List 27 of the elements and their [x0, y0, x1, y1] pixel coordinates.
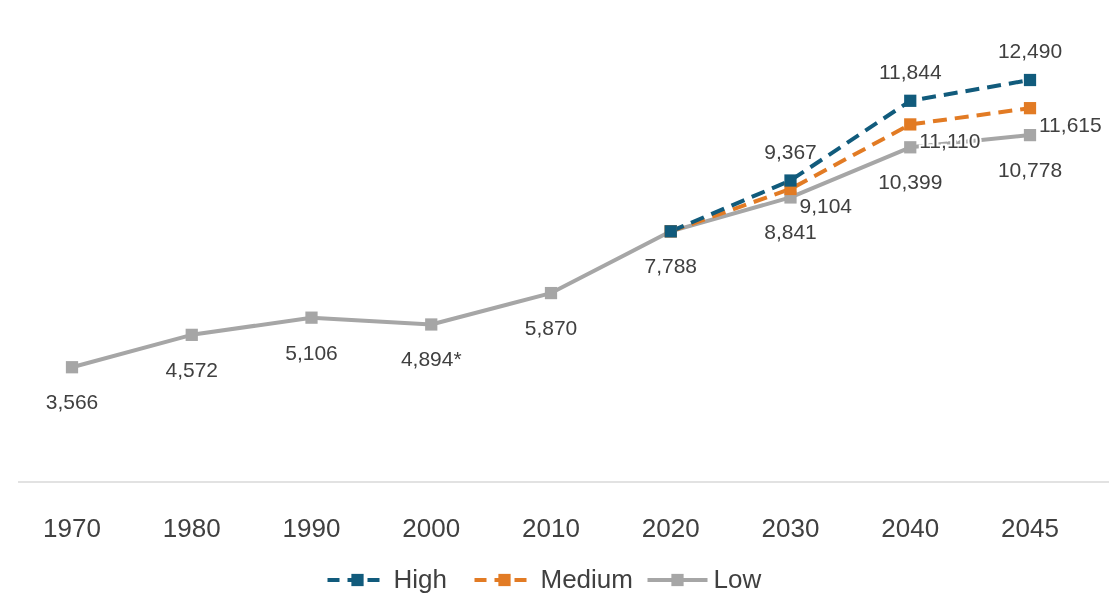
- x-tick-label: 2040: [881, 513, 940, 543]
- legend-label: Low: [713, 564, 762, 594]
- x-tick-label: 1980: [162, 513, 221, 543]
- data-label: 9,104: [799, 193, 853, 217]
- data-label: 9,367: [764, 139, 817, 163]
- data-label: 4,894*: [400, 347, 462, 371]
- data-label: 11,844: [878, 59, 942, 83]
- data-label: 11,615: [1039, 113, 1102, 137]
- x-tick-label: 2045: [1001, 513, 1059, 543]
- x-tick-label: 2010: [522, 513, 580, 543]
- x-tick-label: 1970: [43, 513, 101, 543]
- data-label: 8,841: [764, 220, 817, 244]
- data-label: 3,566: [45, 390, 99, 414]
- data-label: 5,106: [285, 340, 338, 364]
- legend-label: High: [393, 564, 447, 594]
- x-tick-label: 2030: [761, 513, 820, 543]
- data-label: 12,490: [997, 39, 1063, 62]
- x-tick-label: 2000: [402, 513, 461, 543]
- x-tick-label: 1990: [282, 513, 341, 543]
- data-label: 10,778: [997, 158, 1063, 182]
- data-label: 5,870: [524, 316, 578, 340]
- data-label: 10,399: [878, 170, 943, 194]
- legend-label: Medium: [540, 564, 633, 594]
- data-label: 7,788: [644, 254, 698, 278]
- x-tick-label: 2020: [641, 513, 700, 543]
- data-label: 11,110: [919, 129, 981, 153]
- data-label: 4,572: [165, 357, 219, 381]
